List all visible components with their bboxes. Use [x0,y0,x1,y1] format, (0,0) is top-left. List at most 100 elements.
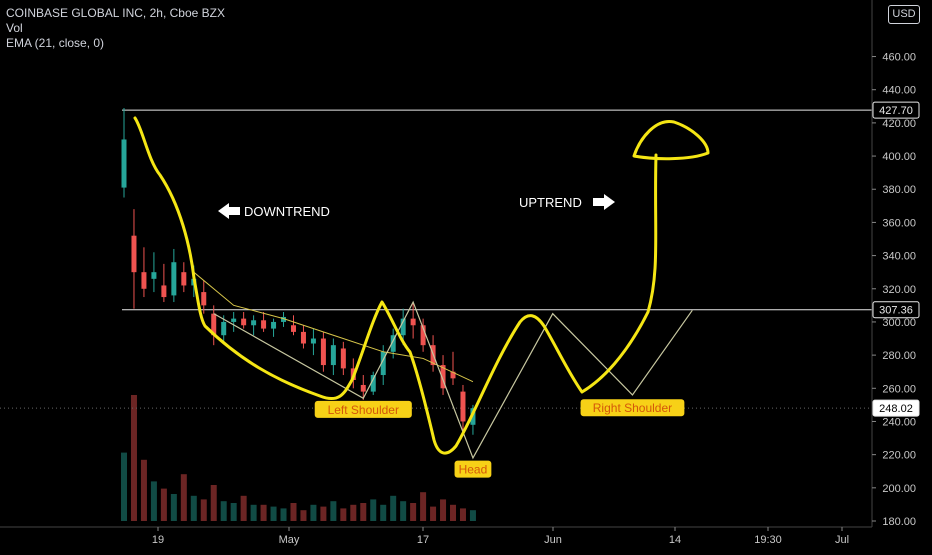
right-arrow-icon [593,194,615,210]
y-tick-label: 420.00 [882,118,916,130]
volume-bar [290,503,297,521]
candle-body [330,345,336,366]
candle-body [340,348,346,369]
axes: 427.70 307.36 248.02 460.00 440.00 420.00 400.… [0,0,920,546]
volume-bar [430,506,437,521]
volume-bar [400,501,407,521]
volume-bar [360,503,367,521]
volume-bar [170,494,177,521]
candle-body [161,285,167,298]
volume-bar [469,510,476,521]
volume-bar [130,395,137,521]
y-tick-label: 360.00 [882,217,916,229]
candle-body [390,335,396,352]
volume-indicator-label[interactable]: Vol [6,21,23,35]
ema-line [193,271,474,383]
downtrend-label: DOWNTREND [244,204,330,219]
candle-body [460,391,466,422]
x-tick-label: 19:30 [754,534,782,546]
y-tick-label: 440.00 [882,85,916,97]
price-levels [0,109,872,409]
symbol-title[interactable]: COINBASE GLOBAL INC, 2h, Cboe BZX [6,6,225,20]
x-tick-label: 17 [417,534,429,546]
candle-body [221,321,227,336]
candle-body [181,272,187,286]
candle-body [300,331,306,344]
head-shoulders-pattern [213,300,693,460]
x-tick-label: Jul [835,534,849,546]
volume-bar [250,504,257,521]
y-tick-label: 200.00 [882,483,916,495]
ema-series [193,271,474,383]
volume-bar [459,508,466,521]
currency-badge[interactable]: USD [888,5,920,24]
x-tick-label: 14 [669,534,681,546]
volume-bar [440,499,447,521]
volume-bar [210,485,217,521]
candle-body [241,318,247,326]
volume-bar [190,495,197,521]
candle-body [440,365,446,389]
price-level-tag-text: 248.02 [879,403,913,415]
volume-bar [180,474,187,521]
label-text: Left Shoulder [328,403,399,417]
volume-bar [380,504,387,521]
y-tick-label: 280.00 [882,350,916,362]
volume-bar [220,501,227,521]
drawing-target-cap [632,120,710,161]
candle-body [400,318,406,336]
price-level-tag [872,301,920,319]
candle-body [151,272,157,279]
candle-body [251,320,257,326]
candle-body [211,313,217,336]
x-tick-label: Jun [544,534,562,546]
candle-body [380,351,386,376]
uptrend-label: UPTREND [519,195,582,210]
candle-body [231,318,237,322]
volume-bar [300,510,307,521]
label-text: Right Shoulder [593,401,672,415]
label-box [580,399,685,417]
candle-body [271,321,277,329]
volume-bar [160,488,167,521]
volume-bar [420,492,427,521]
annotation-labels: DOWNTREND UPTREND Left Shoulder Head Right S… [218,194,685,478]
candle-body [420,325,426,346]
right-shoulder-label: Right Shoulder [580,399,685,417]
candle-body [370,375,376,392]
volume-bar [140,459,147,521]
y-tick-label: 320.00 [882,284,916,296]
y-tick-label: 400.00 [882,151,916,163]
volume-bar [350,504,357,521]
candle-body [410,318,416,326]
y-tick-label: 340.00 [882,251,916,263]
y-tick-label: 180.00 [882,516,916,528]
price-level-tag [872,101,920,119]
y-tick-label: 300.00 [882,317,916,329]
left-arrow-icon [218,203,240,219]
label-box [454,460,492,478]
volume-bar [260,504,267,521]
volume-bar [410,503,417,521]
label-text: Head [459,463,488,477]
y-tick-label: 460.00 [882,52,916,64]
candle-body [141,272,147,289]
candle-body [281,316,287,322]
volume-bar [450,504,457,521]
volume-bars [121,395,476,521]
volume-bar [200,499,207,521]
left-shoulder-label: Left Shoulder [314,400,412,418]
y-tick-label: 220.00 [882,450,916,462]
candle-body [360,384,366,392]
ema-indicator-label[interactable]: EMA (21, close, 0) [6,36,105,50]
hand-drawn-markup [133,116,710,455]
candle-body [261,320,267,329]
price-level-tag-text: 307.36 [879,305,913,317]
y-tick-label: 260.00 [882,383,916,395]
candle-body [121,139,127,188]
price-level-tag-text: 427.70 [879,105,913,117]
chart-legend: COINBASE GLOBAL INC, 2h, Cboe BZX Vol EM… [6,6,225,51]
price-level-tag [872,399,920,417]
